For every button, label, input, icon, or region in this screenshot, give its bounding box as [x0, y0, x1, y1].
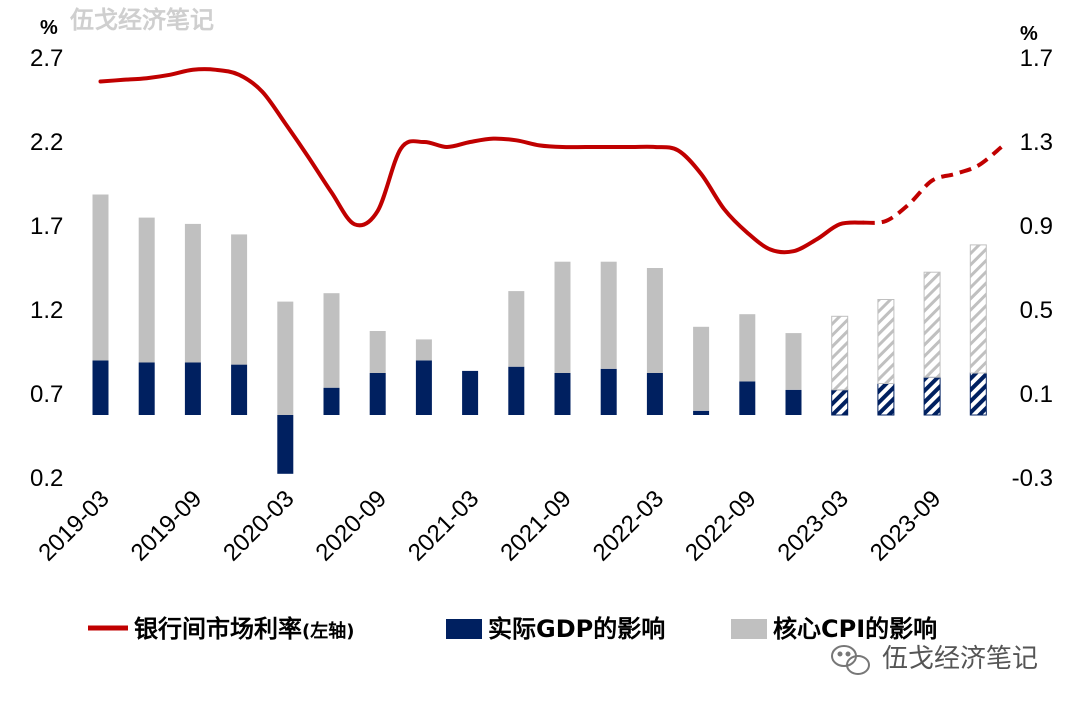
right-tick-label: 1.3	[1020, 129, 1053, 156]
gdp-bar	[138, 362, 155, 415]
gdp-bar	[646, 373, 663, 415]
gdp-bar	[600, 368, 617, 415]
right-tick-label: 1.7	[1020, 45, 1053, 72]
gdp-bar	[877, 383, 895, 416]
cpi-bar	[277, 301, 294, 415]
x-tick-label: 2022-03	[588, 485, 669, 566]
right-tick-label: 0.1	[1020, 381, 1053, 408]
cpi-bar	[693, 326, 710, 411]
left-tick-label: 2.7	[30, 45, 63, 72]
gdp-bar	[554, 373, 571, 415]
right-tick-label: 0.9	[1020, 213, 1053, 240]
legend-cpi-label: 核心CPI的影响	[773, 615, 937, 643]
left-tick-label: 1.2	[30, 297, 63, 324]
right-axis-ticks: 1.7 1.3 0.9 0.5 0.1 -0.3	[1012, 45, 1053, 492]
bar-series	[92, 194, 987, 474]
cpi-bar	[323, 293, 340, 388]
gdp-bar	[831, 389, 849, 416]
legend: 银行间市场利率(左轴) 实际GDP的影响 核心CPI的影响	[88, 615, 937, 643]
x-tick-label: 2021-03	[403, 485, 484, 566]
cpi-bar	[739, 314, 756, 382]
cpi-bar	[415, 339, 432, 361]
gdp-bar	[923, 376, 941, 416]
interbank-rate-line	[98, 67, 865, 255]
cpi-bar	[138, 217, 155, 363]
right-tick-label: -0.3	[1012, 465, 1053, 492]
cpi-bar	[877, 299, 895, 384]
gdp-bar	[508, 366, 525, 415]
x-tick-label: 2019-03	[33, 485, 114, 566]
cpi-bar	[923, 271, 941, 378]
cpi-bar	[554, 261, 571, 373]
gdp-bar	[785, 389, 802, 415]
legend-line-label: 银行间市场利率(左轴)	[134, 615, 354, 643]
x-tick-label: 2022-09	[680, 485, 761, 566]
cpi-bar	[92, 194, 109, 361]
x-axis-ticks: 2019-03 2019-09 2020-03 2020-09 2021-03 2021-…	[33, 485, 946, 566]
wechat-icon	[831, 645, 870, 675]
cpi-bar	[969, 244, 987, 374]
left-tick-label: 0.2	[30, 465, 63, 492]
gdp-bar	[323, 387, 340, 415]
x-tick-label: 2023-09	[865, 485, 946, 566]
left-tick-label: 2.2	[30, 129, 63, 156]
cpi-bar	[831, 315, 849, 391]
x-tick-label: 2021-09	[495, 485, 576, 566]
left-tick-label: 1.7	[30, 213, 63, 240]
gdp-bar	[231, 364, 248, 415]
cpi-bar	[369, 331, 386, 373]
right-axis-unit: %	[1020, 23, 1038, 45]
legend-gdp-label: 实际GDP的影响	[488, 615, 665, 643]
gdp-bar	[92, 360, 109, 415]
brand-footer: 伍戈经济笔记	[831, 644, 1038, 675]
x-tick-label: 2020-03	[218, 485, 299, 566]
cpi-bar	[184, 223, 201, 363]
left-tick-label: 0.7	[30, 381, 63, 408]
gdp-bar	[969, 372, 987, 416]
cpi-bar	[231, 234, 248, 365]
x-tick-label: 2020-09	[311, 485, 392, 566]
cpi-bar	[600, 261, 617, 369]
legend-cpi-swatch	[731, 619, 767, 639]
gdp-bar	[184, 362, 201, 415]
cpi-bar	[646, 268, 663, 373]
legend-gdp-swatch	[446, 619, 482, 639]
left-axis-ticks: 2.7 2.2 1.7 1.2 0.7 0.2	[30, 45, 63, 492]
gdp-bar	[415, 360, 432, 415]
gdp-bar	[693, 410, 710, 415]
x-tick-label: 2019-09	[126, 485, 207, 566]
gdp-bar	[462, 370, 479, 415]
line-series	[98, 67, 1003, 255]
gdp-bar	[369, 373, 386, 415]
interbank-rate-forecast-line	[862, 145, 1003, 225]
right-tick-label: 0.5	[1020, 297, 1053, 324]
cpi-bar	[785, 333, 802, 390]
gdp-bar	[739, 381, 756, 415]
left-axis-unit: %	[40, 17, 58, 39]
x-tick-label: 2023-03	[773, 485, 854, 566]
watermark-text: 伍戈经济笔记	[70, 6, 214, 34]
brand-text: 伍戈经济笔记	[882, 644, 1038, 674]
gdp-bar	[277, 415, 294, 474]
cpi-bar	[508, 291, 525, 367]
